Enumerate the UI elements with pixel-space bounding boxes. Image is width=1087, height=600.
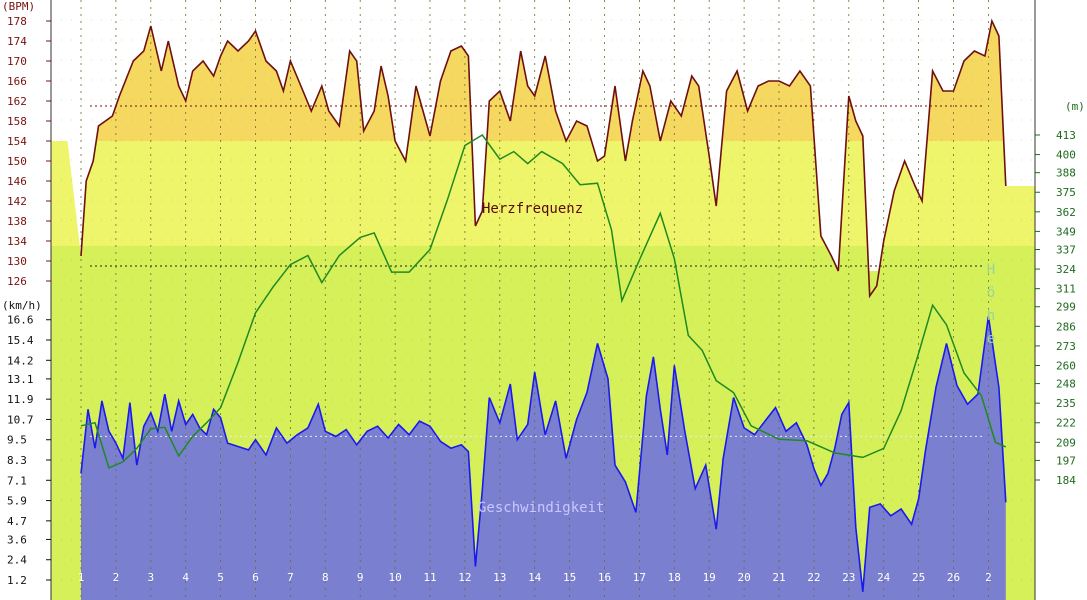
speed-tick-label: 9.5	[7, 434, 27, 447]
x-tick-label: 2	[113, 571, 120, 584]
hr-tick-label: 154	[7, 135, 27, 148]
hr-tick-label: 146	[7, 175, 27, 188]
altitude-tick-label: 400	[1056, 149, 1076, 162]
hr-tick-label: 158	[7, 115, 27, 128]
speed-tick-label: 14.2	[7, 354, 34, 367]
x-tick-label: 1	[78, 571, 85, 584]
hr-tick-label: 162	[7, 95, 27, 108]
altitude-series-title-letter: e	[987, 331, 995, 347]
hr-tick-label: 126	[7, 275, 27, 288]
x-tick-label: 15	[563, 571, 576, 584]
hr-tick-label: 142	[7, 195, 27, 208]
x-tick-label: 13	[493, 571, 506, 584]
altitude-tick-label: 273	[1056, 340, 1076, 353]
speed-tick-label: 3.6	[7, 533, 27, 546]
hr-tick-label: 138	[7, 215, 27, 228]
hr-tick-label: 178	[7, 15, 27, 28]
speed-tick-label: 5.9	[7, 495, 27, 508]
x-tick-label: 25	[912, 571, 925, 584]
altitude-tick-label: 388	[1056, 167, 1076, 180]
altitude-tick-label: 413	[1056, 129, 1076, 142]
altitude-tick-label: 299	[1056, 301, 1076, 314]
x-tick-label: 11	[423, 571, 436, 584]
altitude-tick-label: 324	[1056, 263, 1076, 276]
x-tick-label: 14	[528, 571, 542, 584]
altitude-tick-label: 337	[1056, 243, 1076, 256]
altitude-tick-label: 349	[1056, 225, 1076, 238]
hr-unit-label: (BPM)	[2, 0, 35, 13]
x-tick-label: 10	[388, 571, 401, 584]
x-tick-label: 20	[737, 571, 750, 584]
altitude-tick-label: 235	[1056, 397, 1076, 410]
speed-tick-label: 4.7	[7, 515, 27, 528]
x-tick-label: 9	[357, 571, 364, 584]
x-tick-label: 3	[147, 571, 154, 584]
x-tick-label: 4	[182, 571, 189, 584]
altitude-tick-label: 197	[1056, 454, 1076, 467]
x-tick-label: 5	[217, 571, 224, 584]
x-tick-label: 26	[947, 571, 960, 584]
x-tick-label: 7	[287, 571, 294, 584]
x-tick-label: 8	[322, 571, 329, 584]
speed-line	[80, 316, 1007, 592]
altitude-tick-label: 375	[1056, 186, 1076, 199]
altitude-series-title-letter: ö	[987, 285, 995, 301]
speed-unit-label: (km/h)	[2, 299, 42, 312]
hr-tick-label: 134	[7, 235, 27, 248]
x-tick-label: 16	[598, 571, 611, 584]
speed-tick-label: 10.7	[7, 413, 34, 426]
x-tick-label: 19	[703, 571, 716, 584]
hr-tick-label: 174	[7, 35, 27, 48]
x-tick-label: 23	[842, 571, 855, 584]
x-tick-label: 22	[807, 571, 820, 584]
altitude-unit-label: (m)	[1065, 100, 1085, 113]
speed-series-title: Geschwindigkeit	[478, 500, 604, 516]
speed-area-fill	[81, 316, 1006, 600]
altitude-tick-label: 184	[1056, 474, 1076, 487]
hr-tick-label: 130	[7, 255, 27, 268]
altitude-tick-label: 222	[1056, 417, 1076, 430]
hr-series-title: Herzfrequenz	[482, 201, 583, 217]
x-tick-label: 12	[458, 571, 471, 584]
speed-tick-label: 16.6	[7, 314, 34, 327]
altitude-tick-label: 209	[1056, 436, 1076, 449]
x-tick-label: 18	[668, 571, 681, 584]
altitude-tick-label: 248	[1056, 378, 1076, 391]
hr-area-fill	[96, 21, 1004, 141]
hr-line	[80, 18, 1007, 299]
altitude-series-title-letter: H	[987, 262, 995, 278]
x-tick-label: 21	[772, 571, 785, 584]
speed-tick-label: 8.3	[7, 454, 27, 467]
altitude-tick-label: 362	[1056, 206, 1076, 219]
hr-tick-label: 170	[7, 55, 27, 68]
speed-tick-label: 1.2	[7, 574, 27, 587]
speed-tick-label: 7.1	[7, 474, 27, 487]
altitude-series-title-letter: h	[987, 308, 995, 324]
speed-tick-label: 13.1	[7, 373, 34, 386]
x-tick-label: 24	[877, 571, 891, 584]
speed-tick-label: 2.4	[7, 554, 27, 567]
speed-tick-label: 15.4	[7, 334, 34, 347]
speed-tick-label: 11.9	[7, 393, 34, 406]
x-tick-label: 17	[633, 571, 646, 584]
x-tick-label: 6	[252, 571, 259, 584]
hr-tick-label: 150	[7, 155, 27, 168]
x-tick-label: 2	[985, 571, 992, 584]
hr-tick-label: 166	[7, 75, 27, 88]
altitude-tick-label: 260	[1056, 359, 1076, 372]
altitude-tick-label: 286	[1056, 320, 1076, 333]
altitude-tick-label: 311	[1056, 283, 1076, 296]
altitude-line	[80, 134, 1007, 469]
